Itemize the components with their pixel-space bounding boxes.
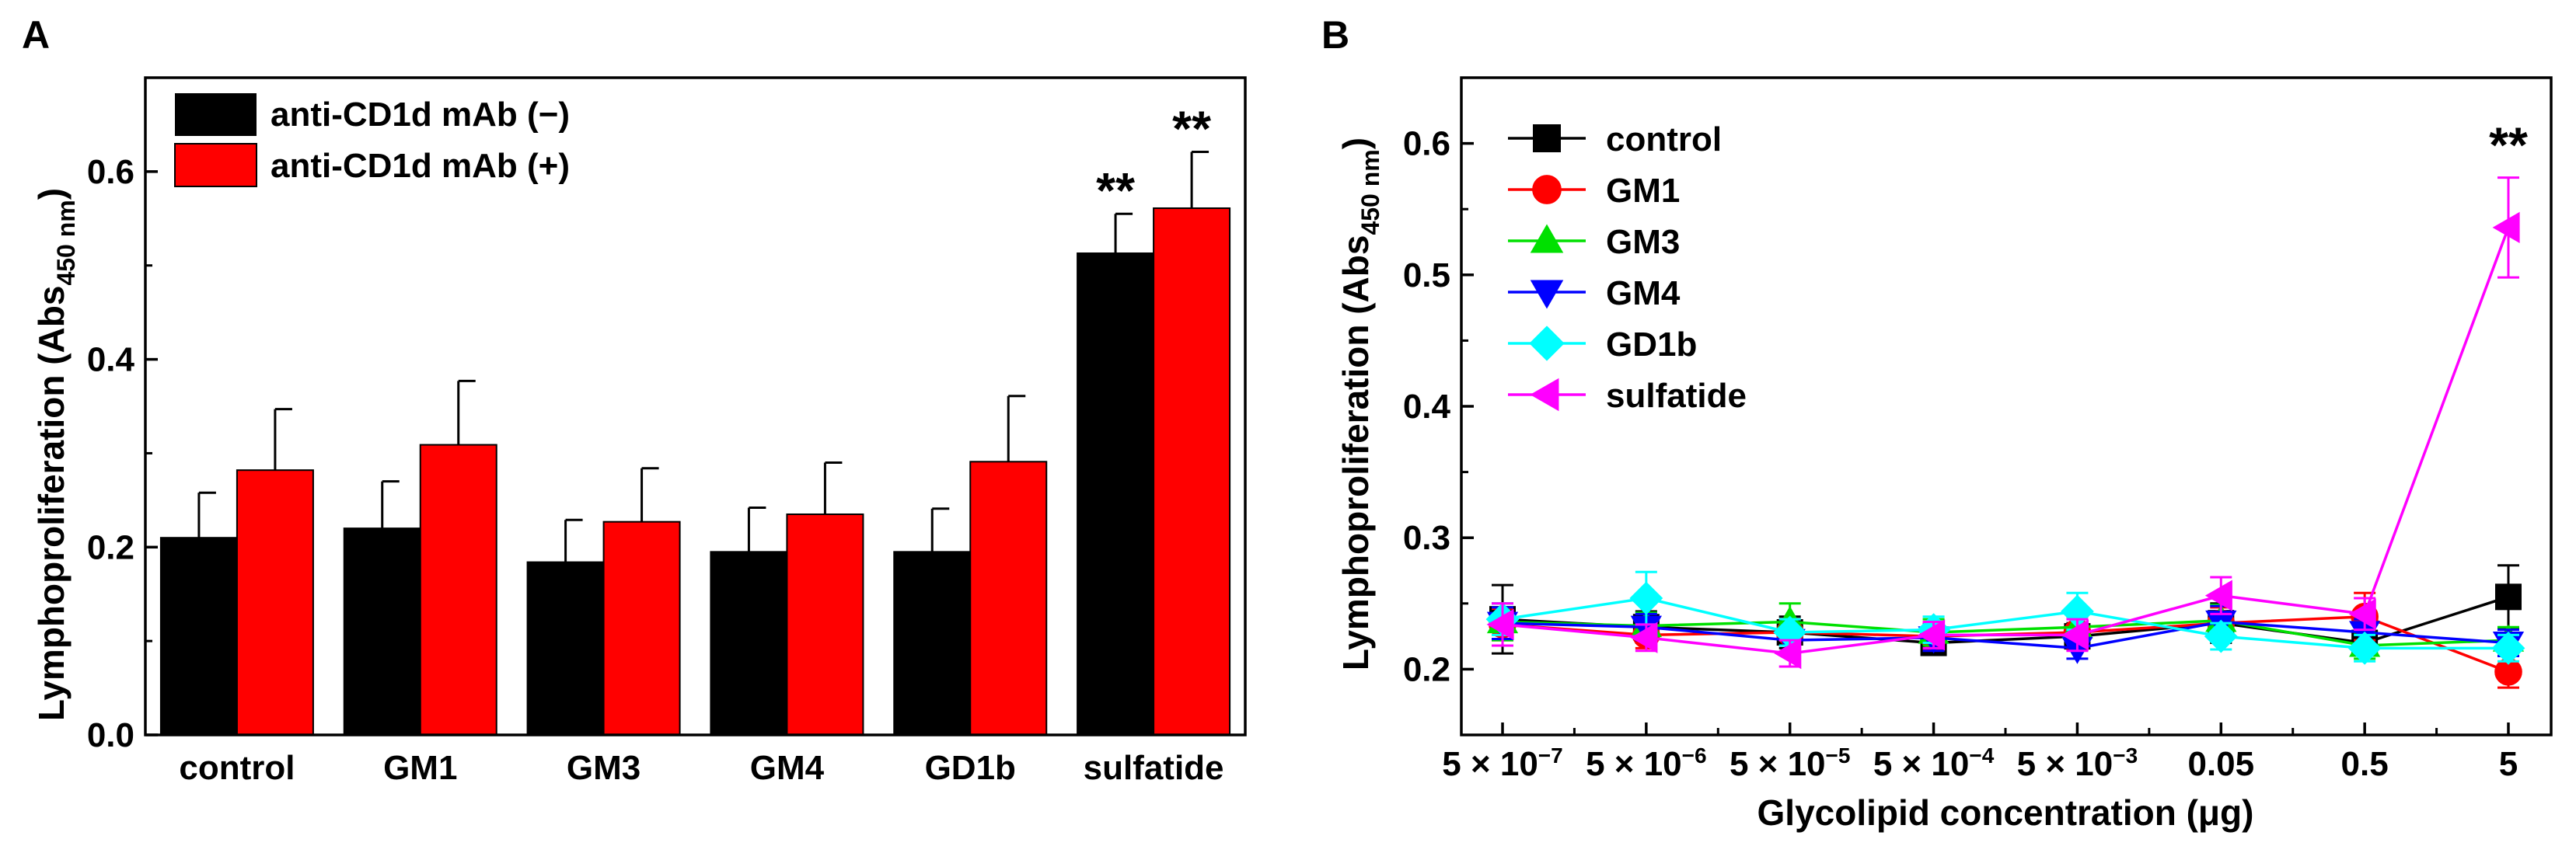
panel-b-plot-area: 0.2 0.3 0.4 0.5 0.6 5 × 10−7 5 × 10−6 5 × 10−5 5… bbox=[1403, 76, 2528, 783]
series-line-gm3 bbox=[1502, 619, 2509, 647]
svg-text:Lymphoproliferation (Abs450 nm: Lymphoproliferation (Abs450 nm) bbox=[31, 188, 80, 721]
point-gd1b bbox=[2347, 631, 2382, 665]
legend-marker-gd1b bbox=[1529, 326, 1565, 361]
panel-a-legend: anti-CD1d mAb (−) anti-CD1d mAb (+) bbox=[174, 93, 570, 187]
point-sulfatide bbox=[1774, 637, 1802, 670]
panel-a-y-tick-label: 0.4 bbox=[87, 341, 135, 379]
legend-item-gm1: GM1 bbox=[1508, 172, 1680, 210]
significance-stars: ** bbox=[1096, 162, 1135, 218]
panel-b-y-axis-label: Lymphoproliferation (Abs450 nm) bbox=[1335, 138, 1384, 670]
panel-a-y-tick-label: 0.0 bbox=[87, 716, 134, 754]
panel-b-x-tick-label: 5 × 10−3 bbox=[2017, 743, 2138, 783]
panel-a-x-tick-label-gm1: GM1 bbox=[383, 749, 457, 787]
panel-a-frame bbox=[144, 76, 1247, 736]
legend-marker-gm4 bbox=[1530, 280, 1564, 309]
legend-marker-gm3 bbox=[1530, 224, 1564, 253]
legend-swatch-black bbox=[175, 93, 257, 136]
panel-a-letter: A bbox=[22, 13, 50, 57]
series-line-gd1b bbox=[1502, 597, 2508, 650]
panel-b-x-tick-label: 5 × 10−5 bbox=[1730, 743, 1851, 783]
bar-gm3-mab-plus bbox=[602, 521, 681, 736]
svg-text:Lymphoproliferation (Abs450 nm: Lymphoproliferation (Abs450 nm) bbox=[1335, 138, 1384, 670]
point-sulfatide bbox=[2061, 619, 2089, 651]
legend-label-sulfatide: sulfatide bbox=[1606, 377, 1747, 415]
panel-b-x-tick-label: 5 × 10−4 bbox=[1873, 743, 1995, 783]
series-line-gm4 bbox=[1502, 620, 2509, 650]
bar-control-mab-minus bbox=[159, 537, 238, 736]
point-sulfatide bbox=[1918, 619, 1946, 651]
panel-a-x-tick-label-gm4: GM4 bbox=[750, 749, 825, 787]
point-sulfatide bbox=[1630, 621, 1658, 653]
panel-b-x-tick-label: 0.5 bbox=[2341, 745, 2389, 783]
series-sulfatide bbox=[1486, 176, 2520, 670]
legend-label-gm4: GM4 bbox=[1606, 274, 1681, 312]
legend-item-gd1b: GD1b bbox=[1508, 326, 1697, 364]
panel-b-legend: control GM1 GM3 GM4 GD1b sulfatide bbox=[1508, 120, 1747, 415]
point-control bbox=[2495, 583, 2522, 611]
panel-b-x-tick-label: 5 × 10−6 bbox=[1586, 743, 1707, 783]
legend-marker-control bbox=[1533, 124, 1561, 152]
panel-a-y-axis-label: Lymphoproliferation (Abs450 nm) bbox=[31, 188, 80, 721]
panel-b-y-tick-label: 0.4 bbox=[1403, 388, 1451, 426]
point-gd1b bbox=[2491, 631, 2525, 665]
bar-gm4-mab-plus bbox=[786, 513, 864, 736]
panel-b-y-tick-label: 0.6 bbox=[1403, 125, 1450, 163]
bar-sulfatide-mab-plus bbox=[1153, 207, 1231, 736]
significance-stars: ** bbox=[1172, 100, 1211, 156]
legend-marker-gm1 bbox=[1532, 175, 1562, 204]
panel-b-y-tick-label: 0.3 bbox=[1403, 519, 1450, 557]
legend-item-sulfatide: sulfatide bbox=[1508, 377, 1747, 415]
panel-b-x-tick-label: 5 bbox=[2499, 745, 2518, 783]
legend-item-gm4: GM4 bbox=[1508, 274, 1681, 312]
bar-gd1b-mab-minus bbox=[893, 551, 972, 736]
panel-b-x-tick-label: 5 × 10−7 bbox=[1442, 743, 1563, 783]
panel-a-x-tick-label-sulfatide: sulfatide bbox=[1084, 749, 1224, 787]
panel-b-x-tick-label: 0.05 bbox=[2187, 745, 2254, 783]
bar-gm1-mab-minus bbox=[343, 527, 421, 736]
panel-a-x-tick-label-gd1b: GD1b bbox=[925, 749, 1016, 787]
bar-gm1-mab-plus bbox=[419, 444, 497, 736]
legend-swatch-red bbox=[174, 143, 257, 187]
legend-item-control: control bbox=[1508, 120, 1722, 158]
legend-label-mab-minus: anti-CD1d mAb (−) bbox=[271, 96, 570, 134]
point-sulfatide bbox=[2204, 580, 2232, 611]
bar-control-mab-plus bbox=[236, 469, 314, 736]
series-line-sulfatide bbox=[1502, 227, 2510, 655]
point-gd1b bbox=[1629, 581, 1663, 615]
panel-a-ylabel-main: Lymphoproliferation (Abs bbox=[31, 286, 72, 722]
point-sulfatide bbox=[2348, 598, 2376, 630]
panel-a-y-tick-label: 0.2 bbox=[87, 528, 134, 566]
panel-a-plot-area: 0.0 0.2 0.4 0.6 control GM1 GM3 GM4 GD1b sulfatid… bbox=[87, 100, 1231, 787]
point-sulfatide bbox=[2492, 211, 2520, 244]
panel-b-y-tick-label: 0.2 bbox=[1403, 650, 1450, 688]
bar-gm4-mab-minus bbox=[710, 551, 788, 736]
panel-a-ylabel-sub: 450 nm bbox=[52, 200, 80, 285]
panel-b-y-tick-label: 0.5 bbox=[1403, 256, 1450, 294]
panel-b-ylabel-main: Lymphoproliferation (Abs bbox=[1335, 235, 1376, 671]
legend-marker-sulfatide bbox=[1530, 378, 1559, 412]
point-gd1b bbox=[2204, 619, 2238, 653]
legend-item-gm3: GM3 bbox=[1508, 223, 1680, 261]
legend-label-gm3: GM3 bbox=[1606, 223, 1680, 261]
bar-sulfatide-mab-minus bbox=[1077, 252, 1155, 736]
panel-b-letter: B bbox=[1321, 13, 1349, 57]
panel-a-x-tick-label-gm3: GM3 bbox=[567, 749, 641, 787]
legend-label-mab-plus: anti-CD1d mAb (+) bbox=[271, 147, 570, 185]
panel-b-frame bbox=[1460, 76, 2553, 736]
panel-a-x-tick-label-control: control bbox=[179, 749, 295, 787]
panel-b-ylabel-sub: 450 nm bbox=[1356, 149, 1384, 235]
panel-b-x-axis-label: Glycolipid concentration (μg) bbox=[1757, 792, 2254, 833]
legend-label-control: control bbox=[1606, 120, 1722, 158]
panel-a-ylabel-close: ) bbox=[31, 188, 72, 200]
panel-b-ylabel-close: ) bbox=[1335, 138, 1376, 149]
legend-label-gd1b: GD1b bbox=[1606, 326, 1697, 364]
legend-label-gm1: GM1 bbox=[1606, 172, 1680, 210]
bar-gd1b-mab-plus bbox=[969, 461, 1048, 736]
bar-gm3-mab-minus bbox=[526, 561, 605, 736]
significance-stars: ** bbox=[2489, 117, 2528, 173]
point-sulfatide bbox=[1486, 608, 1514, 641]
panel-a-y-tick-label: 0.6 bbox=[87, 153, 134, 191]
